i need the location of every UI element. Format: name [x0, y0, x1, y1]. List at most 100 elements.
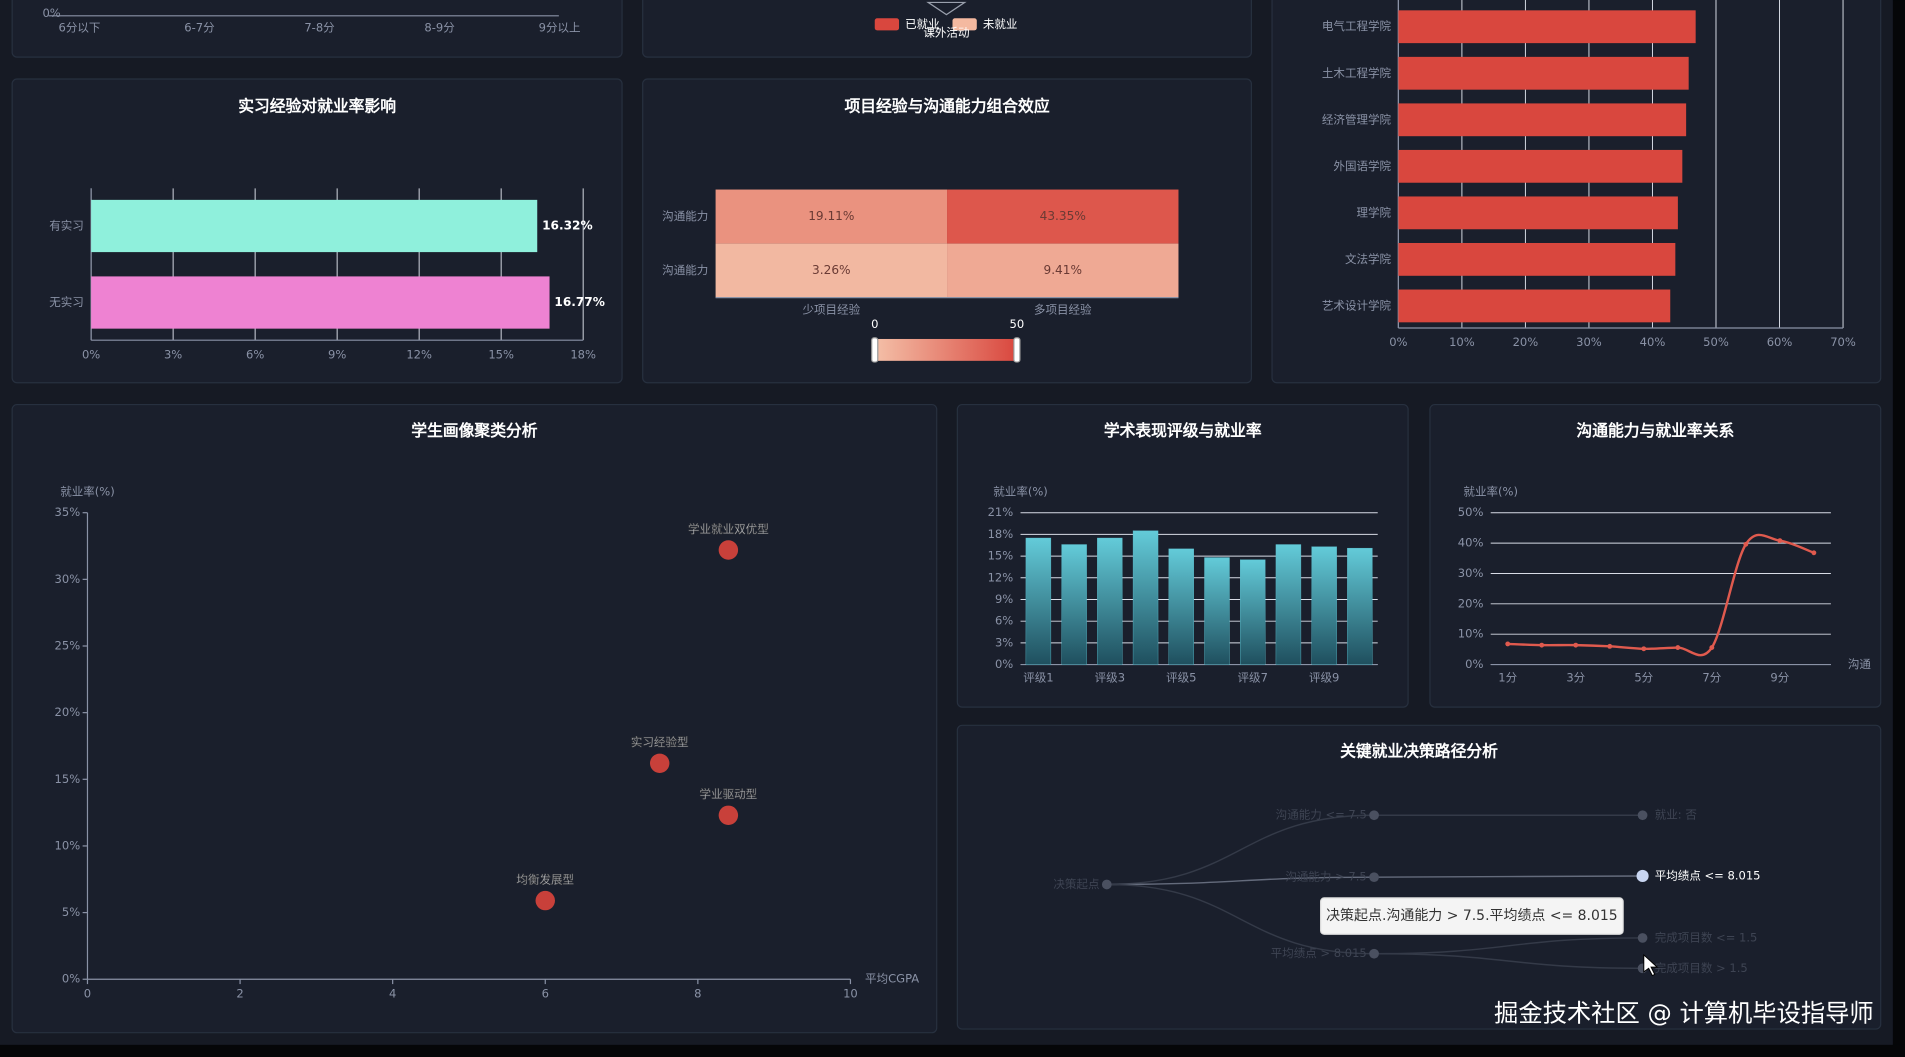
- cell-label: 19.11%: [808, 209, 854, 223]
- x-tick-label: 10: [843, 986, 858, 1000]
- bar: [1398, 103, 1687, 137]
- cell-label: 9.41%: [1043, 263, 1082, 277]
- visual-map-handle[interactable]: [1013, 337, 1021, 363]
- panel-title: 项目经验与沟通能力组合效应: [844, 96, 1049, 115]
- x-tick-label: 6-7分: [184, 20, 215, 34]
- heat-cell: [715, 189, 948, 244]
- x-tick-label: 6分以下: [58, 20, 100, 34]
- bar: [1311, 546, 1337, 665]
- x-tick-label: 0%: [82, 347, 100, 361]
- tree-node[interactable]: [1636, 869, 1649, 883]
- legend-swatch: [874, 18, 900, 31]
- bar: [1347, 547, 1373, 665]
- x-tick-label: 9分: [1770, 670, 1789, 684]
- x-tick-label: 8-9分: [424, 20, 455, 34]
- cursor: [1643, 953, 1659, 977]
- y-tick-label: 有实习: [49, 218, 84, 232]
- x-tick-label: 2: [236, 986, 243, 1000]
- x-tick-label: 40%: [1640, 335, 1666, 349]
- panel: [642, 0, 1252, 58]
- x-tick-label: 20%: [1513, 335, 1539, 349]
- x-tick-label: 3分: [1566, 670, 1585, 684]
- point: [1675, 645, 1681, 650]
- cell-label: 3.26%: [812, 263, 851, 277]
- y-tick-label: 无实习: [49, 295, 84, 309]
- y-tick-label: 9%: [995, 592, 1013, 606]
- edge: [1374, 875, 1643, 878]
- y-tick-label: 12%: [988, 570, 1014, 584]
- tooltip-text: 决策起点.沟通能力 > 7.5.平均绩点 <= 8.015: [1326, 907, 1618, 924]
- point: [1743, 541, 1749, 547]
- y-tick-label: 电气工程学院: [1322, 19, 1392, 33]
- node-label: 平均绩点 > 8.015: [1271, 946, 1367, 960]
- y-tick-label: 25%: [55, 639, 81, 653]
- x-tick-label: 7-8分: [304, 20, 335, 34]
- x-tick-label: 6: [542, 986, 549, 1000]
- heat-cell: [715, 243, 948, 298]
- point: [1811, 550, 1817, 556]
- line: [1507, 533, 1815, 657]
- y-tick-label: 6%: [995, 614, 1013, 628]
- y-tick-label: 沟通能力: [662, 263, 708, 277]
- y-tick-label: 0%: [1465, 657, 1483, 671]
- panel: [11, 0, 623, 58]
- y-axis-label: 就业率(%): [1463, 485, 1518, 499]
- heat-cell: [947, 189, 1179, 244]
- node-label: 沟通能力 <= 7.5: [1276, 808, 1367, 822]
- node-label: 沟通能力 > 7.5: [1285, 870, 1366, 884]
- x-tick-label: 评级7: [1238, 670, 1268, 684]
- y-tick-label: 外国语学院: [1333, 159, 1391, 173]
- watermark: 掘金技术社区 @ 计算机毕设指导师: [1494, 998, 1874, 1027]
- bar: [1204, 557, 1230, 665]
- point-label: 实习经验型: [631, 735, 689, 749]
- x-tick-label: 评级9: [1309, 670, 1339, 684]
- x-tick-label: 8: [694, 986, 701, 1000]
- tree-node[interactable]: [1637, 933, 1648, 943]
- point[interactable]: [718, 540, 739, 560]
- bar: [1132, 530, 1159, 665]
- y-tick-label: 0%: [995, 657, 1013, 671]
- y-tick-label: 3%: [995, 635, 1013, 649]
- y-axis-label: 就业率(%): [60, 485, 115, 499]
- x-axis-label: 课外活动: [923, 25, 969, 39]
- legend-swatch: [952, 18, 977, 31]
- bar: [1398, 242, 1676, 276]
- bar: [1398, 149, 1683, 183]
- x-tick-label: 6%: [246, 347, 264, 361]
- y-tick-label: 0%: [42, 6, 60, 20]
- bar: [1398, 10, 1696, 44]
- node-label: 平均绩点 <= 8.015: [1655, 868, 1761, 882]
- point: [1641, 646, 1647, 652]
- point[interactable]: [649, 753, 670, 774]
- bar: [91, 199, 538, 253]
- point: [1607, 643, 1613, 649]
- y-tick-label: 10%: [1458, 627, 1484, 641]
- point[interactable]: [535, 890, 555, 911]
- point: [1709, 645, 1715, 650]
- y-tick-label: 10%: [55, 838, 81, 852]
- x-tick-label: 50%: [1703, 335, 1729, 349]
- screen-edge: [0, 1044, 1905, 1057]
- tree-node[interactable]: [1369, 872, 1379, 883]
- y-tick-label: 15%: [988, 549, 1014, 563]
- panel: [1271, 0, 1882, 384]
- tree-node[interactable]: [1369, 948, 1379, 959]
- x-tick-label: 3%: [164, 347, 182, 361]
- node-label: 就业: 否: [1655, 808, 1698, 822]
- panel: [1429, 403, 1882, 708]
- tree-node[interactable]: [1369, 810, 1379, 821]
- edge: [1374, 937, 1643, 955]
- x-tick-label: 4: [389, 986, 396, 1000]
- tree-node[interactable]: [1637, 810, 1648, 821]
- x-tick-label: 0%: [1389, 335, 1407, 349]
- x-tick-label: 60%: [1767, 335, 1793, 349]
- bar: [1398, 289, 1671, 323]
- visual-map: [874, 338, 1017, 361]
- bar: [1097, 537, 1123, 665]
- x-tick-label: 30%: [1576, 335, 1602, 349]
- point[interactable]: [718, 805, 739, 826]
- visual-map-handle[interactable]: [871, 337, 879, 363]
- tree-node[interactable]: [1101, 879, 1112, 890]
